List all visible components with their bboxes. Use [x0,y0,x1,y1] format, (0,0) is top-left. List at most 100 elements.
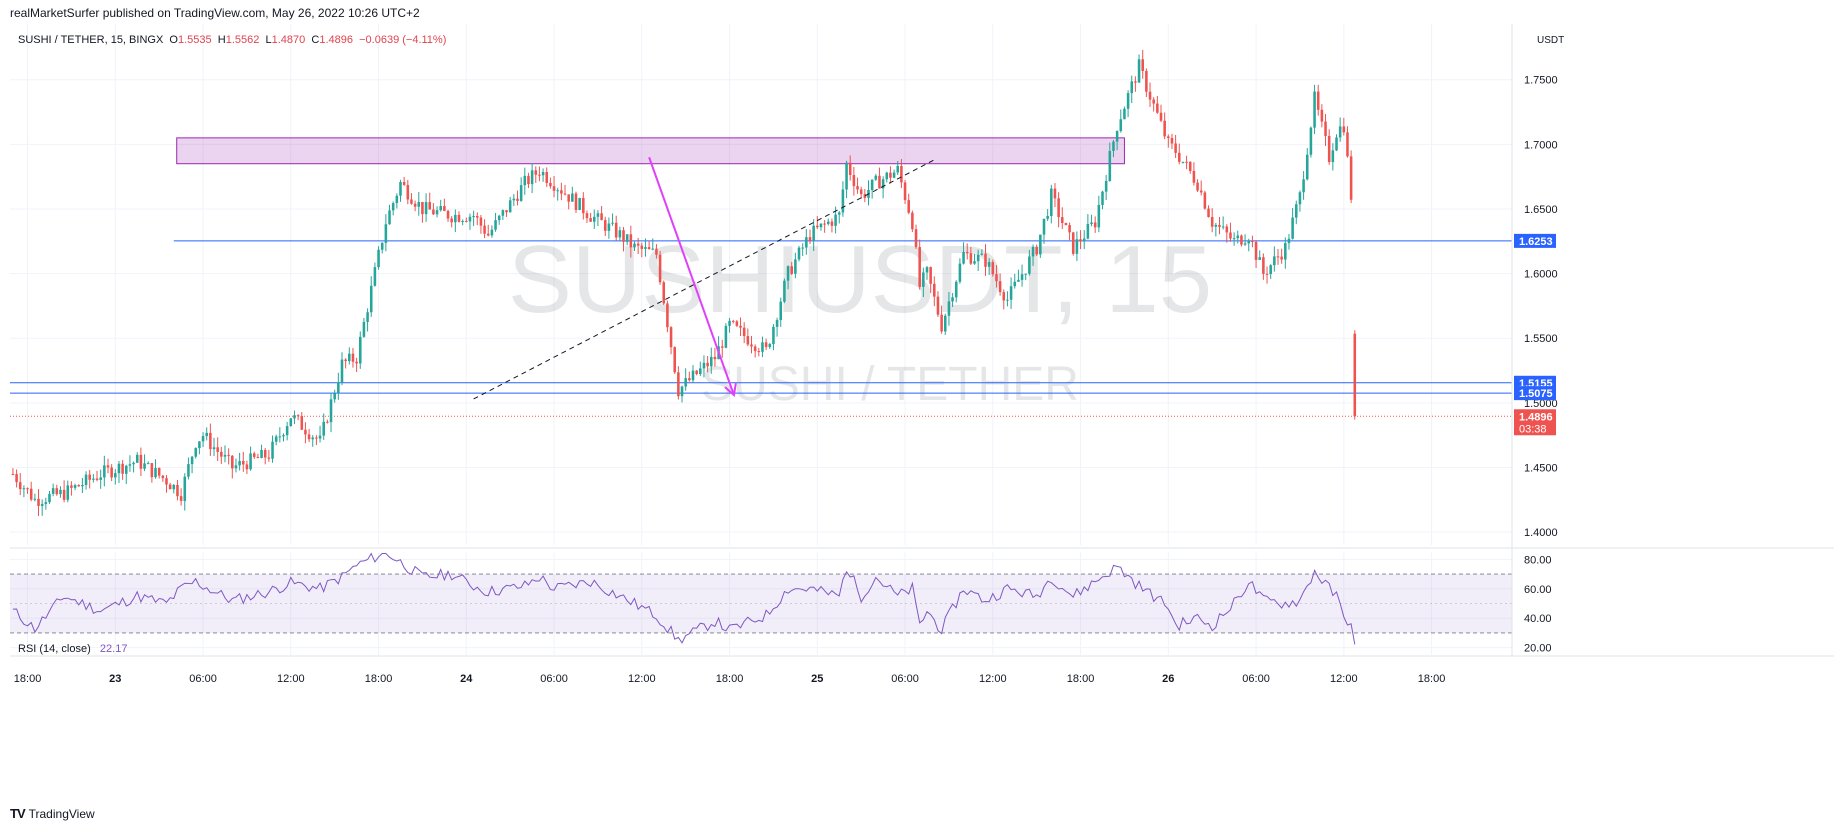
candle-body [267,457,271,459]
candle-body [146,463,150,465]
candle-body [998,281,1002,293]
candle-body [647,247,651,250]
candle-body [73,485,77,488]
candle-body [965,251,969,254]
candle-body [1013,281,1017,287]
candle-body [1225,226,1229,233]
candle-body [1119,119,1123,132]
candle-body [307,434,311,440]
watermark-name: SUSHI / TETHER [701,358,1079,411]
candle-body [1221,226,1225,228]
candle-body [168,484,172,490]
candle-body [95,478,99,480]
candle-body [962,251,965,264]
candle-body [161,475,165,479]
candle-body [673,347,676,373]
candle-body [1181,161,1185,163]
candle-body [457,214,461,222]
legend-close: 1.4896 [319,34,353,46]
candle-body [1188,161,1192,171]
symbol-legend[interactable]: SUSHI / TETHER, 15, BINGX O1.5535 H1.556… [18,34,446,46]
candle-body [779,301,783,321]
candle-body [187,464,190,477]
candle-body [969,253,973,264]
candle-body [106,465,110,468]
candle-body [92,478,95,480]
candle-body [516,198,519,201]
last-price-label: 1.4896 [1519,411,1553,423]
candle-body [819,223,823,228]
candle-body [530,170,534,185]
candle-body [1203,192,1207,209]
candle-body [874,175,878,180]
candle-body [943,315,947,332]
candle-body [1338,126,1342,138]
candle-body [468,216,472,222]
candle-body [241,460,245,465]
candle-body [1145,70,1148,92]
candle-body [611,222,614,224]
candle-body [618,230,622,238]
price-tick-label: 1.4500 [1524,462,1558,474]
candle-body [351,353,355,362]
candle-body [340,359,344,383]
candle-body [22,488,26,490]
candle-body [1349,156,1353,200]
candle-body [1232,238,1236,240]
candle-body [772,326,775,345]
candle-body [417,201,421,207]
candle-body [651,248,655,250]
candle-body [746,336,750,345]
candle-body [59,489,62,495]
price-tick-label: 1.5500 [1524,333,1558,345]
candle-body [1006,299,1009,301]
time-tick-label: 26 [1162,673,1174,685]
rsi-tick-label: 80.00 [1524,554,1552,566]
candle-body [1309,127,1313,155]
candle-body [1185,161,1188,163]
candle-body [549,182,552,187]
rsi-legend[interactable]: RSI (14, close) 22.17 [18,643,127,655]
candle-body [479,217,483,226]
candle-body [881,179,885,189]
candle-body [70,485,73,488]
candle-body [1082,238,1086,242]
candle-body [640,245,644,249]
candle-body [143,463,146,469]
candle-body [1280,256,1283,260]
legend-low-label: L [265,34,272,46]
candle-body [801,247,804,249]
candle-body [750,344,753,347]
candle-body [355,361,358,364]
candle-body [768,344,772,348]
candle-body [1218,224,1221,227]
candle-body [512,198,516,201]
time-tick-label: 25 [811,673,823,685]
candle-body [263,449,267,458]
candle-body [907,200,910,213]
candle-body [538,174,541,176]
candle-body [830,221,834,226]
candles [11,49,1357,516]
candle-body [285,426,289,436]
price-tick-label: 1.5000 [1524,398,1558,410]
candle-body [589,218,592,222]
candle-body [578,197,581,210]
candle-body [1210,216,1214,227]
candle-body [443,206,446,211]
legend-open: 1.5535 [177,34,212,46]
footer-brand[interactable]: TV TradingView [10,806,95,821]
candle-body [911,212,914,230]
candle-body [128,464,132,466]
candle-body [66,485,70,500]
candle-body [1269,265,1272,275]
candle-body [55,488,59,495]
candle-body [695,370,698,375]
watermark-symbol: SUSHIUSDT, 15 [508,226,1212,333]
candle-body [399,182,402,196]
candle-body [238,460,241,466]
candle-body [117,463,121,474]
candle-body [958,263,962,282]
candle-body [614,222,618,238]
candle-body [841,189,845,213]
